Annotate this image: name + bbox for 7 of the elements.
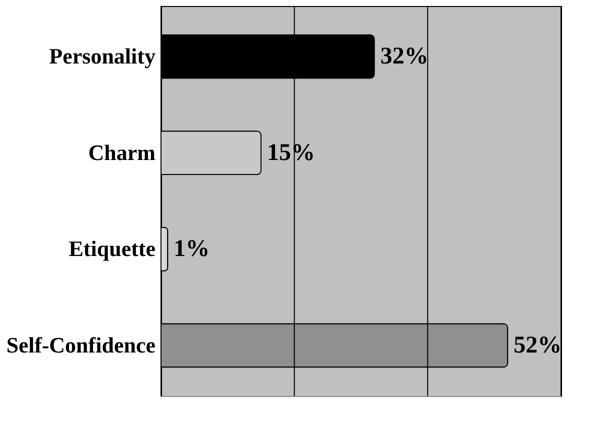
data-label: 52%	[514, 332, 562, 358]
data-label: 1%	[174, 236, 210, 262]
y-tick-label: Self-Confidence	[6, 332, 156, 358]
data-label: 32%	[380, 44, 428, 70]
y-tick-label: Etiquette	[68, 236, 156, 262]
y-tick-label: Personality	[49, 44, 156, 69]
y-tick-label: Charm	[88, 140, 156, 165]
